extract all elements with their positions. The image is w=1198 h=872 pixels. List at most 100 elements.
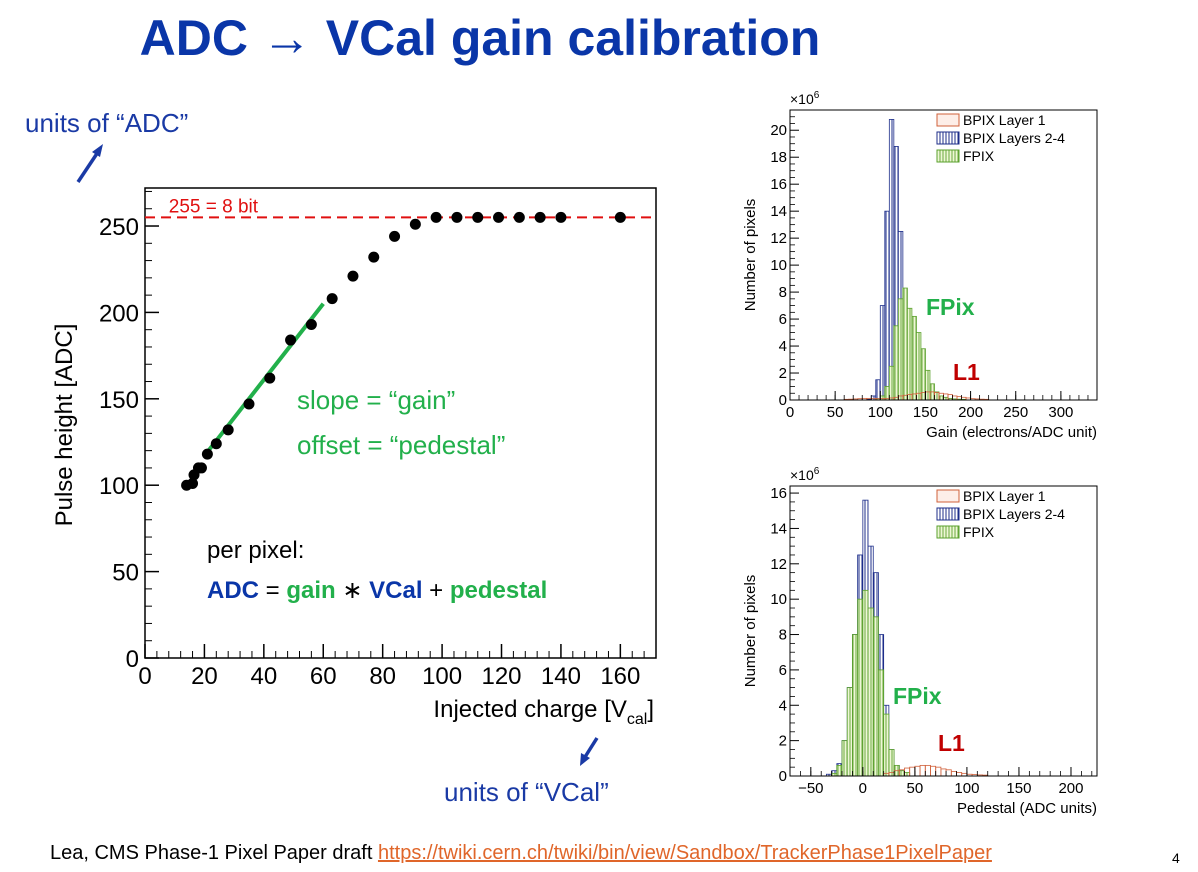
- y-tick-label: 8: [779, 627, 787, 644]
- legend-entry: BPIX Layers 2-4: [963, 130, 1065, 146]
- legend: BPIX Layer 1 BPIX Layers 2-4 FPIX: [936, 112, 1065, 164]
- axis-ticks: [789, 109, 1098, 401]
- formula-adc: ADC: [207, 577, 259, 604]
- y-multiplier-exp: 6: [814, 466, 820, 477]
- histogram-bin: [945, 769, 952, 777]
- y-tick-label: 14: [770, 520, 787, 537]
- y-tick-label: 10: [770, 257, 787, 274]
- y-tick-label: 18: [770, 149, 787, 166]
- legend-swatch: [936, 525, 960, 539]
- data-point: [243, 398, 255, 410]
- histogram-bin: [934, 391, 940, 401]
- data-point: [285, 334, 297, 346]
- data-point: [187, 477, 199, 489]
- data-point: [451, 211, 463, 223]
- histogram-bin: [878, 669, 885, 777]
- y-tick-label: 14: [770, 203, 787, 220]
- histogram-bin: [902, 287, 908, 401]
- histogram-bin: [888, 749, 895, 777]
- y-tick-label: 50: [112, 560, 139, 587]
- y-multiplier-base: ×10: [790, 91, 814, 107]
- formula-eq: =: [259, 577, 286, 604]
- y-tick-label: 0: [126, 646, 139, 673]
- x-tick-label: 150: [1006, 780, 1031, 797]
- note-units-vcal: units of “VCal”: [444, 777, 609, 807]
- histogram-bin: [888, 119, 895, 401]
- histogram-bin: [914, 765, 921, 777]
- x-tick-label: 0: [859, 780, 867, 797]
- x-axis-label-subscript: cal: [627, 711, 647, 728]
- data-point: [409, 218, 421, 230]
- histogram-bin: [879, 305, 886, 401]
- histogram-bins: [843, 119, 990, 401]
- data-point: [222, 424, 234, 436]
- y-tick-label: 8: [779, 284, 787, 301]
- data-point: [210, 438, 222, 450]
- y-tick-label: 0: [779, 392, 787, 409]
- histogram-bin: [924, 764, 931, 777]
- legend-swatch: [936, 489, 960, 503]
- histogram-bin: [897, 298, 904, 401]
- histogram-bin: [862, 589, 869, 777]
- histogram-bin: [852, 634, 859, 777]
- formula-intro: per pixel:: [207, 537, 304, 564]
- data-point: [472, 211, 484, 223]
- legend-entry: FPIX: [963, 524, 995, 540]
- x-axis-label: Pedestal (ADC units): [957, 800, 1097, 817]
- data-point: [430, 211, 442, 223]
- histogram-bin: [938, 395, 944, 401]
- x-tick-label: 40: [250, 663, 277, 690]
- histogram-bin: [919, 764, 926, 777]
- histogram-bin: [893, 325, 899, 401]
- legend-entry: BPIX Layer 1: [963, 488, 1046, 504]
- footer-link[interactable]: https://twiki.cern.ch/twiki/bin/view/San…: [377, 842, 992, 864]
- saturation-label: 255 = 8 bit: [169, 196, 259, 217]
- fpix-label: FPix: [926, 294, 975, 320]
- page-number: 4: [1172, 850, 1180, 866]
- histogram-bin: [935, 766, 942, 777]
- y-tick-label: 150: [99, 387, 139, 414]
- y-tick-label: 20: [770, 122, 787, 139]
- l1-label: L1: [953, 359, 980, 385]
- x-tick-label: 250: [1003, 404, 1028, 421]
- legend-swatch: [936, 131, 960, 145]
- y-tick-label: 2: [779, 733, 787, 750]
- l1-label: L1: [938, 730, 965, 756]
- y-tick-label: 12: [770, 556, 787, 573]
- data-point: [389, 230, 401, 242]
- y-tick-label: 6: [779, 662, 787, 679]
- y-tick-label: 4: [779, 697, 787, 714]
- data-point: [264, 372, 276, 384]
- main-chart-ticks: [144, 190, 657, 659]
- data-point: [201, 448, 213, 460]
- y-tick-label: 6: [779, 311, 787, 328]
- plot-frame: [789, 485, 1098, 777]
- x-axis-label-main: Injected charge [V: [433, 696, 626, 723]
- series-fpix: [875, 287, 967, 401]
- y-tick-label: 10: [770, 591, 787, 608]
- x-axis-label-end: ]: [647, 696, 654, 723]
- data-point: [347, 270, 359, 282]
- data-point: [534, 211, 546, 223]
- offset-annotation: offset = “pedestal”: [297, 430, 505, 460]
- x-tick-label: 100: [868, 404, 893, 421]
- x-tick-label: 120: [481, 663, 521, 690]
- y-multiplier-base: ×10: [790, 467, 814, 483]
- x-tick-label: 80: [369, 663, 396, 690]
- y-multiplier: ×106: [790, 90, 820, 107]
- histogram-bin: [884, 386, 890, 401]
- histogram-bin: [956, 772, 963, 777]
- data-point: [614, 211, 626, 223]
- y-axis-label: Pulse height [ADC]: [51, 324, 78, 527]
- x-axis-label: Gain (electrons/ADC unit): [926, 424, 1097, 441]
- x-tick-label: 100: [422, 663, 462, 690]
- arrow-down-icon: [580, 737, 599, 766]
- legend-entry: BPIX Layer 1: [963, 112, 1046, 128]
- histogram-bin: [911, 315, 917, 401]
- formula-pedestal: pedestal: [450, 577, 547, 604]
- x-tick-label: 200: [1058, 780, 1083, 797]
- x-tick-label: 140: [541, 663, 581, 690]
- histogram-bin: [909, 766, 916, 777]
- histogram-bin: [884, 210, 890, 401]
